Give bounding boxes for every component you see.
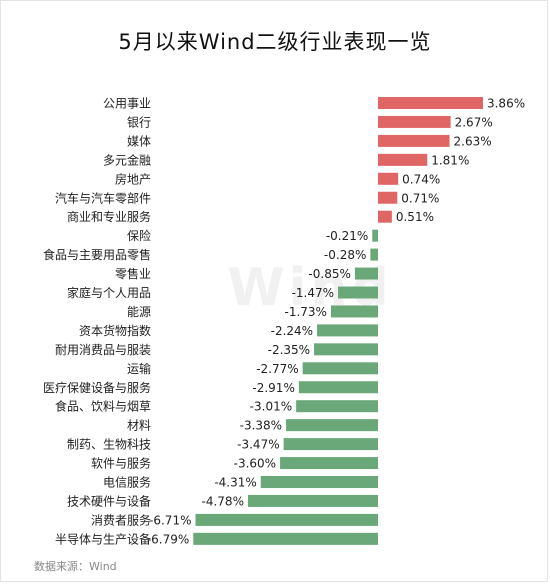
value-label: -0.85% xyxy=(308,267,350,281)
category-label: 保险 xyxy=(127,228,151,243)
bar xyxy=(378,172,399,185)
bar xyxy=(283,438,378,451)
bar xyxy=(302,362,378,375)
category-label: 多元金融 xyxy=(103,152,151,167)
bar xyxy=(372,229,378,242)
category-label: 公用事业 xyxy=(103,97,151,111)
category-label: 材料 xyxy=(127,419,151,433)
value-label: -1.73% xyxy=(284,305,326,319)
chart-title: 5月以来Wind二级行业表现一览 xyxy=(118,30,432,54)
bar xyxy=(370,248,378,261)
value-label: -2.24% xyxy=(271,324,313,338)
value-label: -3.01% xyxy=(250,400,292,414)
bar xyxy=(378,97,483,109)
bar xyxy=(378,191,398,204)
bar xyxy=(195,513,378,526)
value-label: -0.28% xyxy=(324,248,366,262)
value-label: -1.47% xyxy=(292,286,334,300)
bar xyxy=(193,532,378,545)
bar xyxy=(296,400,378,413)
category-label: 汽车与汽车零部件 xyxy=(55,190,151,205)
value-label: -6.79% xyxy=(147,532,189,546)
category-label: 半导体与生产设备 xyxy=(55,532,151,546)
category-label: 银行 xyxy=(127,115,151,129)
category-label: 制药、生物科技 xyxy=(67,438,151,452)
bar xyxy=(354,267,378,280)
value-label: -3.38% xyxy=(240,419,282,433)
bar xyxy=(338,286,378,299)
bar xyxy=(378,153,428,166)
value-label: 2.67% xyxy=(455,115,493,129)
value-label: -2.35% xyxy=(268,343,310,357)
category-label: 食品、饮料与烟草 xyxy=(55,399,151,414)
category-label: 资本货物指数 xyxy=(79,323,151,338)
bar xyxy=(330,305,378,318)
bar xyxy=(378,134,450,147)
bar xyxy=(280,457,378,470)
value-label: 1.81% xyxy=(431,153,469,167)
category-label: 消费者服务 xyxy=(91,512,151,527)
bar xyxy=(314,343,378,356)
value-label: -3.47% xyxy=(237,438,279,452)
category-label: 媒体 xyxy=(127,134,151,148)
value-label: -4.31% xyxy=(214,476,256,490)
value-label: -0.21% xyxy=(326,229,368,243)
category-label: 耐用消费品与服装 xyxy=(55,343,151,357)
category-label: 能源 xyxy=(127,305,151,319)
category-label: 医疗保健设备与服务 xyxy=(43,380,151,395)
value-label: 0.51% xyxy=(396,210,434,224)
bar xyxy=(378,115,451,128)
category-label: 商业和专业服务 xyxy=(67,209,151,224)
category-label: 技术硬件与设备 xyxy=(67,494,151,508)
category-label: 电信服务 xyxy=(103,475,151,490)
category-label: 软件与服务 xyxy=(91,456,151,471)
value-label: 0.74% xyxy=(402,172,440,186)
bar xyxy=(247,494,378,507)
bar xyxy=(378,210,392,223)
category-label: 家庭与个人用品 xyxy=(67,285,151,300)
category-label: 食品与主要用品零售 xyxy=(43,247,151,262)
value-label: -2.77% xyxy=(256,362,298,376)
bar xyxy=(286,419,378,432)
category-label: 运输 xyxy=(127,361,151,376)
value-label: -3.60% xyxy=(234,457,276,471)
value-label: -2.91% xyxy=(252,381,294,395)
value-label: 3.86% xyxy=(487,97,525,111)
category-label: 零售业 xyxy=(115,266,151,281)
value-label: -6.71% xyxy=(149,513,191,527)
bar xyxy=(317,324,378,337)
value-label: 2.63% xyxy=(454,134,492,148)
value-label: -4.78% xyxy=(202,494,244,508)
source-note: 数据来源：Wind xyxy=(34,560,117,573)
bar xyxy=(298,381,378,394)
category-label: 房地产 xyxy=(115,171,151,186)
bar xyxy=(260,476,378,488)
value-label: 0.71% xyxy=(401,191,439,205)
